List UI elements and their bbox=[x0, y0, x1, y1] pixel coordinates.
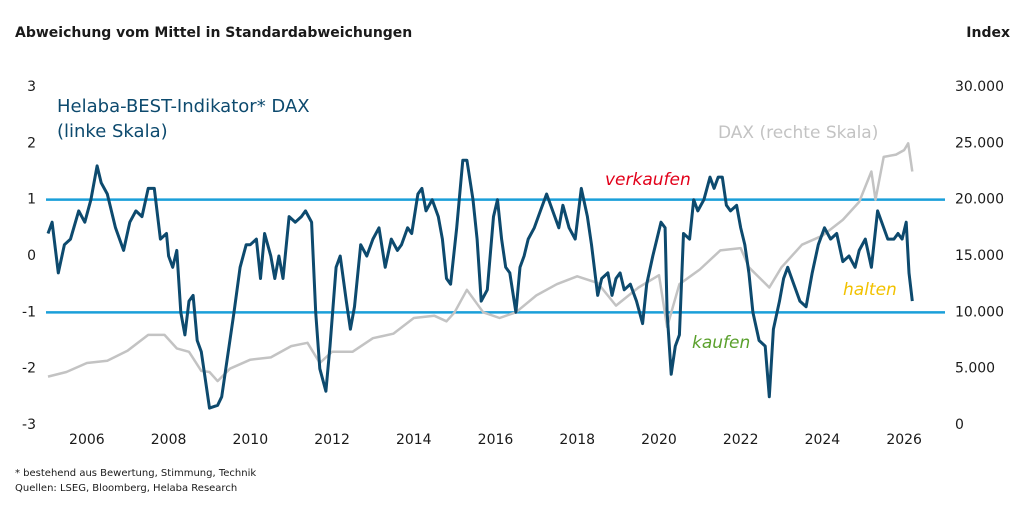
x-tick-label: 2026 bbox=[886, 432, 922, 448]
chart-title: Abweichung vom Mittel in Standardabweich… bbox=[15, 25, 412, 41]
footnote: Quellen: LSEG, Bloomberg, Helaba Researc… bbox=[15, 483, 237, 494]
annotation: verkaufen bbox=[605, 170, 691, 190]
x-tick-label: 2020 bbox=[641, 432, 677, 448]
x-tick-label: 2010 bbox=[232, 432, 268, 448]
x-tick-label: 2012 bbox=[314, 432, 350, 448]
legend-entry: Helaba-BEST-Indikator* DAX (linke Skala) bbox=[57, 96, 310, 142]
y-tick-label: 0 bbox=[27, 248, 36, 264]
x-tick-label: 2016 bbox=[478, 432, 514, 448]
y2-tick-label: 30.000 bbox=[955, 79, 1004, 95]
x-tick-label: 2014 bbox=[396, 432, 432, 448]
y-tick-label: -1 bbox=[22, 304, 36, 320]
y2-tick-label: 0 bbox=[955, 417, 964, 433]
x-tick-label: 2008 bbox=[151, 432, 187, 448]
x-tick-label: 2018 bbox=[559, 432, 595, 448]
annotation: halten bbox=[843, 280, 897, 300]
data-line bbox=[46, 158, 914, 410]
y-tick-label: 3 bbox=[27, 79, 36, 95]
x-tick-label: 2006 bbox=[69, 432, 105, 448]
y-tick-label: -2 bbox=[22, 361, 36, 377]
y2-tick-label: 10.000 bbox=[955, 304, 1004, 320]
y2-tick-label: 15.000 bbox=[955, 248, 1004, 264]
y-tick-label: 2 bbox=[27, 135, 36, 151]
annotation: kaufen bbox=[692, 333, 750, 353]
x-tick-label: 2022 bbox=[723, 432, 759, 448]
legend-entry: DAX (rechte Skala) bbox=[718, 123, 878, 143]
y2-tick-label: 5.000 bbox=[955, 361, 995, 377]
x-tick-label: 2024 bbox=[805, 432, 841, 448]
y2-tick-label: 20.000 bbox=[955, 192, 1004, 208]
y2-tick-label: 25.000 bbox=[955, 135, 1004, 151]
y-tick-label: -3 bbox=[22, 417, 36, 433]
y-tick-label: 1 bbox=[27, 192, 36, 208]
y2-title: Index bbox=[966, 25, 1010, 41]
footnote: * bestehend aus Bewertung, Stimmung, Tec… bbox=[15, 468, 256, 479]
